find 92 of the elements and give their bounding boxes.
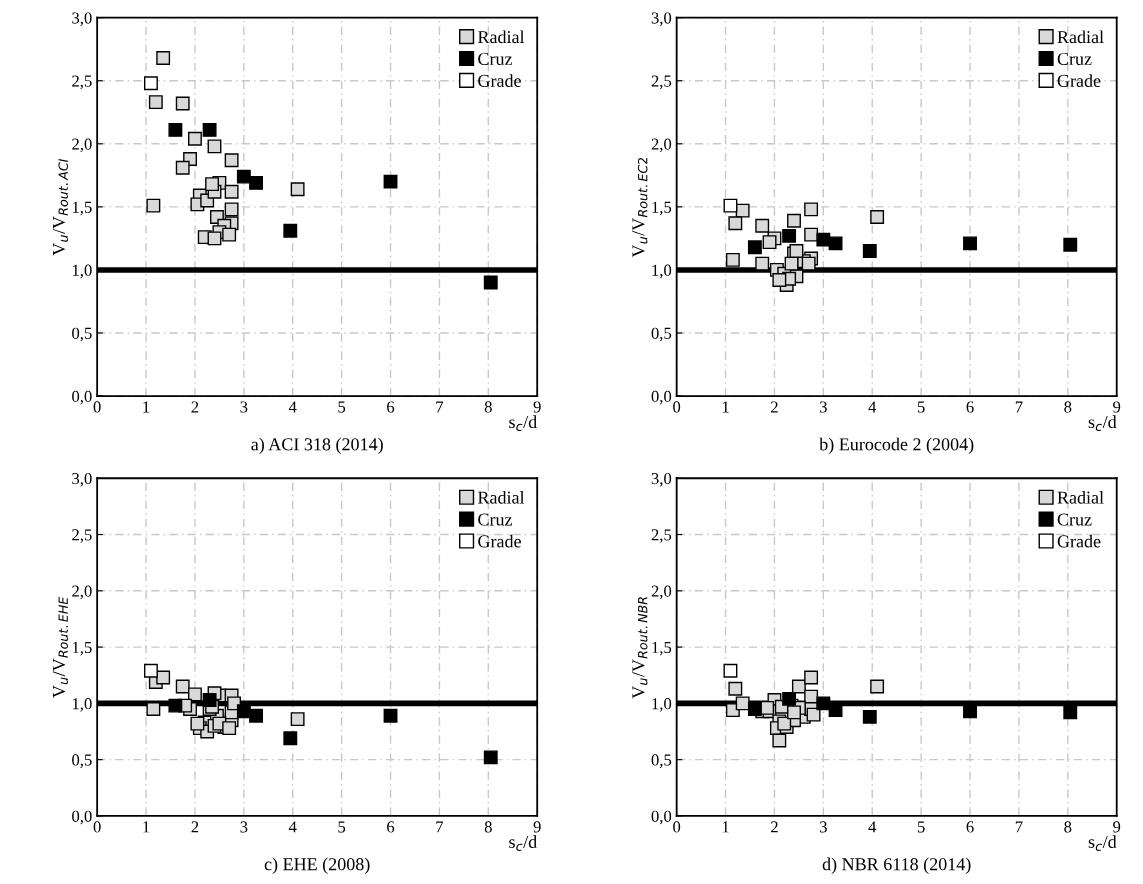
x-tick-label: 1 — [722, 401, 729, 413]
y-tick-label: 1,0 — [652, 698, 672, 712]
x-tick-label: 9 — [1113, 401, 1121, 413]
y-axis-title: V$_{u}$/V$_{Rout.EC2}$ — [632, 158, 648, 258]
y-tick-label: 3,0 — [651, 12, 672, 27]
legend-label: Cruz — [1057, 52, 1092, 66]
text: d) NBR 6118 (2014) — [822, 857, 971, 874]
x-tick-label: 6 — [966, 821, 974, 833]
x-tick-label: 3 — [240, 401, 248, 413]
legend-label: Cruz — [1057, 513, 1092, 526]
x-tick-label: 2 — [191, 401, 199, 413]
y-tick-label: 1,0 — [72, 698, 92, 712]
y-tick-label: 1,5 — [72, 201, 92, 216]
x-tick-label: 3 — [819, 821, 827, 833]
x-tick-label: 0 — [673, 821, 681, 833]
x-tick-label: 9 — [533, 821, 541, 833]
x-tick-label: 1 — [143, 401, 150, 413]
legend-label: Grade — [478, 534, 521, 548]
legend-label: Grade — [1057, 534, 1101, 548]
y-tick-label: 0,0 — [651, 810, 672, 825]
y-tick-label: 1,0 — [72, 264, 92, 279]
legend-label: Radial — [477, 30, 525, 44]
x-tick-label: 0 — [673, 401, 681, 413]
x-tick-label: 0 — [93, 401, 101, 413]
x-tick-label: 5 — [917, 401, 925, 413]
y-tick-label: 0,5 — [72, 327, 92, 342]
x-tick-label: 8 — [484, 821, 492, 833]
x-axis-title: s$_{c}$/d — [509, 835, 537, 851]
x-tick-label: 6 — [966, 401, 974, 413]
x-tick-label: 7 — [1015, 821, 1023, 833]
y-axis-title: V$_{u}$/V$_{Rout.NBR}$ — [632, 597, 648, 699]
legend-label: Grade — [478, 74, 521, 87]
y-tick-label: 2,5 — [651, 75, 672, 90]
y-tick-label: 2,0 — [72, 585, 92, 600]
legend-label: Radial — [1057, 490, 1104, 504]
y-tick-label: 0,5 — [651, 754, 672, 768]
legend-label: Radial — [477, 490, 525, 504]
x-tick-label: 8 — [1064, 401, 1072, 413]
x-tick-label: 7 — [436, 821, 444, 833]
y-tick-label: 0,0 — [651, 390, 672, 405]
y-axis-title: V$_{u}$/V$_{Rout.EHE}$ — [52, 596, 68, 698]
legend-label: Cruz — [478, 513, 513, 526]
x-axis-title: s$_{c}$/d — [509, 415, 537, 432]
legend-label: Cruz — [478, 52, 513, 66]
x-tick-label: 5 — [917, 821, 925, 833]
x-tick-label: 8 — [484, 401, 492, 413]
y-tick-label: 1,5 — [652, 201, 672, 216]
x-tick-label: 1 — [143, 821, 150, 833]
x-tick-label: 0 — [93, 821, 101, 833]
x-tick-label: 2 — [771, 401, 778, 413]
y-tick-label: 0,5 — [72, 754, 92, 768]
x-tick-label: 2 — [191, 821, 199, 833]
x-tick-label: 5 — [338, 401, 346, 413]
x-tick-label: 4 — [288, 821, 297, 833]
x-tick-label: 7 — [436, 401, 444, 413]
x-tick-label: 8 — [1064, 821, 1072, 833]
x-tick-label: 3 — [819, 401, 827, 413]
y-tick-label: 1,5 — [652, 641, 672, 656]
text: a) ACI 318 (2014) — [251, 437, 383, 455]
x-axis-title: s$_{c}$/d — [1088, 415, 1117, 432]
y-tick-label: 2,0 — [72, 138, 92, 153]
y-tick-label: 1,5 — [72, 641, 92, 656]
x-tick-label: 1 — [722, 821, 729, 833]
x-tick-label: 7 — [1015, 401, 1023, 413]
text: c) EHE (2008) — [264, 857, 370, 874]
y-tick-label: 2,5 — [651, 529, 672, 543]
x-tick-label: 2 — [771, 821, 778, 833]
y-tick-label: 2,0 — [651, 585, 672, 600]
x-tick-label: 3 — [240, 821, 248, 833]
y-tick-label: 2,0 — [651, 138, 672, 153]
y-tick-label: 0,0 — [72, 390, 92, 405]
x-tick-label: 5 — [338, 821, 346, 833]
x-tick-label: 6 — [387, 821, 395, 833]
y-tick-label: 0,5 — [651, 327, 672, 342]
x-tick-label: 4 — [868, 821, 877, 833]
text: b) Eurocode 2 (2004) — [819, 437, 974, 455]
x-axis-title: s$_{c}$/d — [1088, 835, 1117, 851]
legend-label: Radial — [1057, 30, 1104, 44]
x-tick-label: 9 — [1113, 821, 1121, 833]
y-tick-label: 3,0 — [72, 12, 92, 27]
x-tick-label: 4 — [868, 401, 877, 413]
y-axis-title: V$_{u}$/V$_{Rout.ACI}$ — [52, 158, 68, 256]
y-tick-label: 2,5 — [72, 75, 92, 90]
y-tick-label: 3,0 — [651, 472, 672, 487]
y-tick-label: 2,5 — [72, 529, 92, 543]
x-tick-label: 4 — [288, 401, 297, 413]
y-tick-label: 0,0 — [72, 810, 92, 825]
legend-label: Grade — [1057, 74, 1101, 87]
y-tick-label: 3,0 — [72, 472, 92, 487]
y-tick-label: 1,0 — [652, 264, 672, 279]
x-tick-label: 6 — [387, 401, 395, 413]
x-tick-label: 9 — [533, 401, 541, 413]
